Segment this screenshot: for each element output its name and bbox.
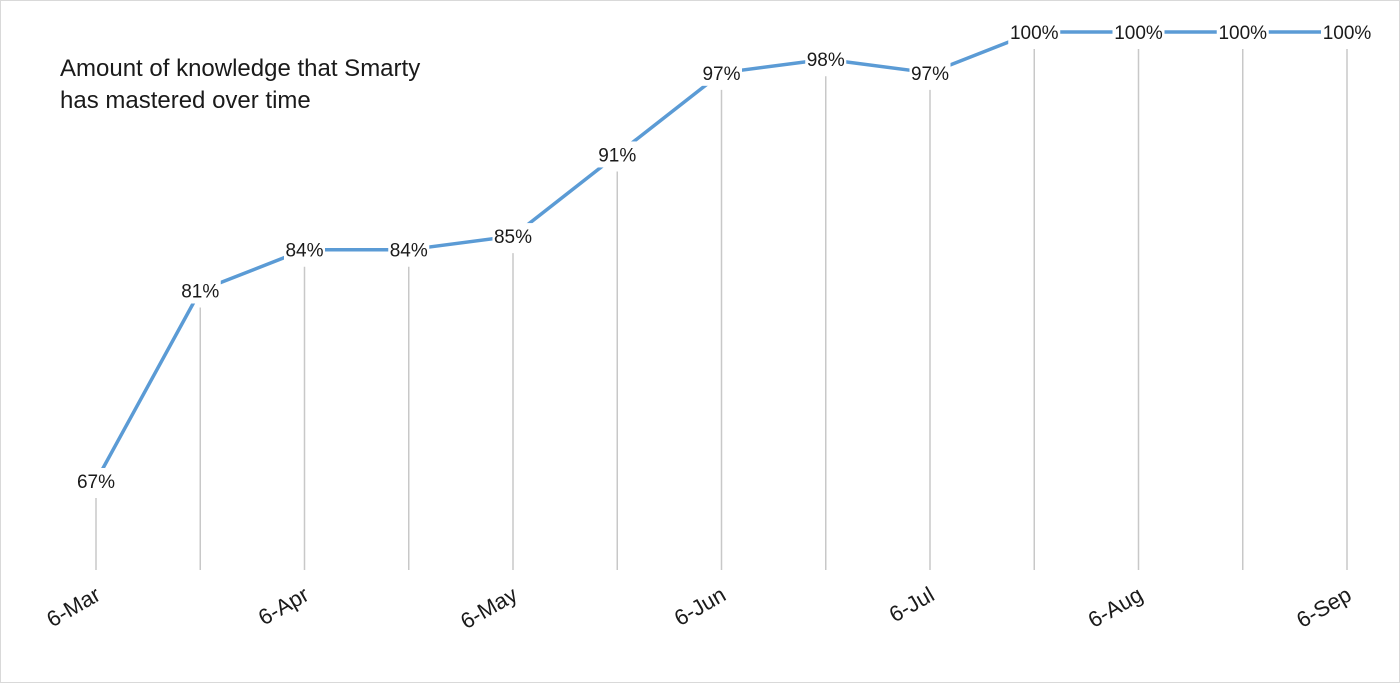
data-label: 97%: [911, 64, 949, 85]
chart-title-line-2: has mastered over time: [60, 87, 311, 114]
data-label-bg: [492, 223, 534, 250]
data-label: 81%: [181, 282, 219, 303]
data-label-bg: [1112, 19, 1165, 45]
data-label-bg: [284, 236, 325, 263]
x-tick-label: 6-Jun: [670, 582, 730, 631]
data-label: 84%: [285, 241, 323, 262]
data-label-bg: [1008, 19, 1061, 45]
data-label-bg: [596, 141, 638, 168]
x-tick-label: 6-May: [456, 582, 521, 634]
data-label-bg: [909, 59, 951, 86]
data-label-bg: [1321, 19, 1373, 45]
x-tick-label: 6-Mar: [42, 582, 104, 632]
data-label: 100%: [1114, 23, 1163, 44]
x-axis-tick-labels: 6-Mar 6-Apr 6-May 6-Jun 6-Jul 6-Aug 6-Sep: [42, 582, 1355, 634]
x-tick-label: 6-Sep: [1292, 582, 1355, 633]
data-label-bg: [75, 468, 117, 494]
chart-title: Amount of knowledge that Smarty has mast…: [60, 53, 420, 117]
data-label: 100%: [1010, 23, 1059, 44]
data-label: 91%: [598, 145, 636, 166]
data-label: 100%: [1323, 23, 1372, 44]
data-label: 85%: [494, 227, 532, 248]
drop-lines: [95, 49, 1348, 570]
data-label-bg: [805, 46, 847, 73]
chart-title-line-1: Amount of knowledge that Smarty: [60, 55, 421, 82]
data-label-bg: [1216, 19, 1269, 45]
x-tick-label: 6-Aug: [1084, 582, 1147, 633]
data-label: 67%: [77, 472, 115, 493]
data-label-bg: [388, 236, 430, 263]
data-label: 100%: [1218, 23, 1267, 44]
data-label: 84%: [390, 241, 428, 262]
data-label-bg: [179, 277, 221, 304]
x-tick-label: 6-Apr: [254, 582, 313, 631]
data-labels: 67% 81% 84% 84% 85% 91% 97% 98% 97% 100% 100% 100% 1…: [75, 19, 1373, 494]
data-label: 97%: [702, 64, 740, 85]
data-label: 98%: [807, 50, 845, 71]
x-tick-label: 6-Jul: [885, 582, 939, 627]
data-label-bg: [701, 59, 742, 86]
